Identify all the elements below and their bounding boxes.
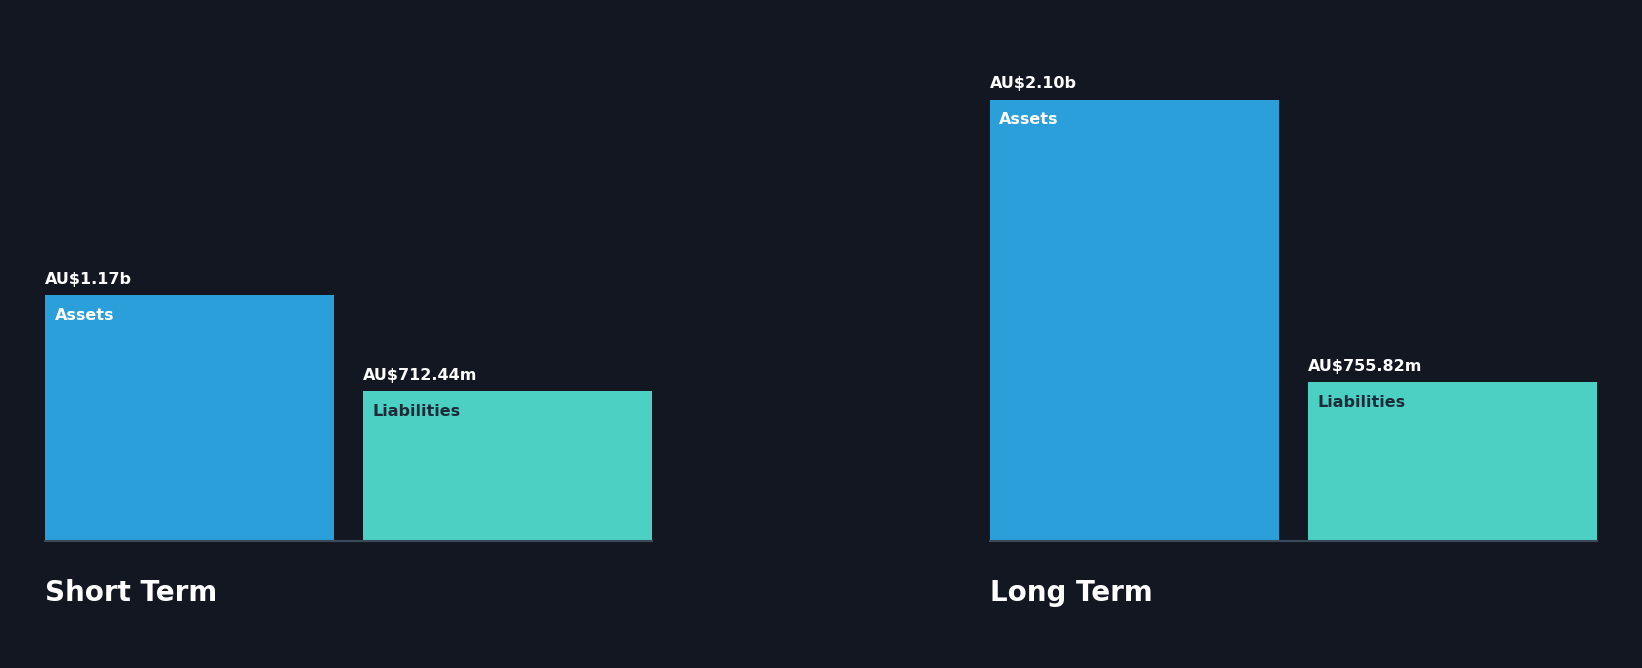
Text: AU$1.17b: AU$1.17b (46, 272, 133, 287)
Bar (1307, 382, 1596, 541)
Bar (46, 295, 335, 541)
Text: Long Term: Long Term (990, 579, 1153, 607)
Text: Liabilities: Liabilities (373, 404, 461, 419)
Text: Short Term: Short Term (46, 579, 218, 607)
Text: Assets: Assets (54, 308, 115, 323)
Bar (363, 391, 652, 541)
Text: Assets: Assets (1000, 112, 1059, 127)
Bar (990, 100, 1279, 541)
Text: Liabilities: Liabilities (1317, 395, 1406, 409)
Text: AU$712.44m: AU$712.44m (363, 368, 478, 383)
Text: AU$755.82m: AU$755.82m (1307, 359, 1422, 373)
Text: AU$2.10b: AU$2.10b (990, 76, 1077, 92)
